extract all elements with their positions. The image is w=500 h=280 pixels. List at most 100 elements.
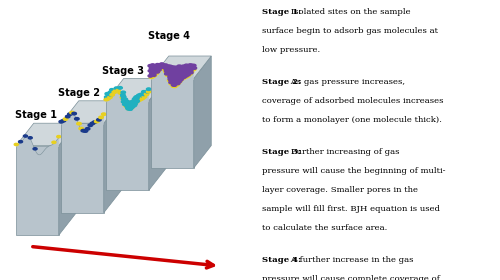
Circle shape [150, 72, 154, 75]
Circle shape [176, 75, 180, 78]
Circle shape [110, 88, 114, 91]
Text: Stage 2: Stage 2 [58, 88, 100, 98]
Circle shape [180, 78, 184, 80]
Circle shape [184, 76, 188, 78]
Circle shape [134, 97, 138, 99]
Circle shape [150, 64, 155, 66]
Circle shape [170, 71, 174, 74]
Circle shape [155, 71, 160, 73]
Circle shape [144, 93, 149, 95]
Circle shape [141, 93, 146, 95]
Circle shape [176, 72, 180, 74]
Circle shape [190, 71, 194, 73]
Circle shape [132, 98, 136, 100]
Circle shape [124, 104, 128, 107]
Circle shape [70, 111, 74, 114]
Text: layer coverage. Smaller pores in the: layer coverage. Smaller pores in the [262, 186, 418, 194]
Circle shape [182, 75, 187, 78]
Circle shape [170, 66, 175, 69]
Circle shape [125, 100, 129, 102]
Circle shape [104, 98, 108, 101]
Circle shape [173, 85, 177, 88]
Circle shape [150, 67, 154, 69]
Circle shape [154, 72, 158, 74]
Text: Stage 3:: Stage 3: [262, 148, 302, 156]
Circle shape [150, 69, 154, 71]
Circle shape [148, 70, 152, 72]
Circle shape [182, 70, 187, 73]
Circle shape [184, 74, 188, 77]
Circle shape [158, 64, 162, 66]
Circle shape [154, 66, 158, 68]
Circle shape [59, 120, 64, 123]
Circle shape [168, 69, 173, 71]
Circle shape [186, 66, 190, 68]
Circle shape [178, 68, 182, 71]
Polygon shape [106, 78, 166, 101]
Circle shape [123, 101, 127, 103]
Circle shape [126, 108, 130, 110]
Circle shape [14, 143, 18, 146]
Circle shape [186, 71, 190, 73]
Circle shape [121, 91, 126, 94]
Polygon shape [149, 78, 166, 190]
Text: Stage 2:: Stage 2: [262, 78, 302, 86]
Circle shape [166, 65, 170, 67]
Circle shape [139, 96, 143, 98]
Circle shape [66, 115, 70, 118]
Circle shape [177, 80, 182, 83]
Circle shape [132, 103, 136, 106]
Circle shape [181, 76, 186, 79]
Text: sample will fill first. BJH equation is used: sample will fill first. BJH equation is … [262, 205, 440, 213]
Text: Stage 1:: Stage 1: [262, 8, 302, 17]
Circle shape [174, 74, 178, 77]
Circle shape [184, 67, 189, 69]
Circle shape [128, 107, 132, 110]
Circle shape [172, 84, 176, 86]
Circle shape [165, 67, 170, 70]
Circle shape [152, 65, 157, 68]
Circle shape [114, 89, 118, 92]
Circle shape [190, 67, 194, 69]
Circle shape [90, 122, 94, 125]
Circle shape [83, 130, 87, 132]
Circle shape [174, 80, 179, 82]
Circle shape [28, 137, 32, 139]
Circle shape [180, 74, 184, 76]
Circle shape [130, 105, 134, 108]
Circle shape [178, 78, 182, 80]
Circle shape [178, 66, 183, 68]
Circle shape [132, 101, 136, 103]
Circle shape [152, 70, 157, 73]
Circle shape [94, 120, 99, 123]
Circle shape [180, 71, 185, 74]
Circle shape [125, 105, 129, 108]
Text: As gas pressure increases,: As gas pressure increases, [288, 78, 406, 86]
Circle shape [130, 101, 134, 103]
Circle shape [182, 67, 186, 70]
Text: to form a monolayer (one molecule thick).: to form a monolayer (one molecule thick)… [262, 116, 442, 124]
Circle shape [133, 102, 137, 104]
Circle shape [164, 69, 169, 71]
Circle shape [114, 87, 119, 89]
Circle shape [130, 107, 134, 109]
Circle shape [104, 96, 109, 98]
Circle shape [134, 101, 138, 103]
Circle shape [156, 66, 160, 69]
Circle shape [134, 98, 138, 101]
Circle shape [178, 73, 183, 76]
Circle shape [185, 68, 190, 71]
Circle shape [86, 128, 90, 130]
Circle shape [122, 100, 126, 103]
Circle shape [168, 78, 172, 80]
Circle shape [102, 113, 106, 115]
Circle shape [152, 74, 156, 77]
Polygon shape [61, 123, 104, 213]
Circle shape [61, 120, 66, 122]
Circle shape [192, 64, 196, 67]
Circle shape [188, 66, 193, 69]
Circle shape [169, 83, 173, 85]
Circle shape [64, 118, 68, 120]
Circle shape [130, 106, 134, 108]
Circle shape [186, 75, 190, 77]
